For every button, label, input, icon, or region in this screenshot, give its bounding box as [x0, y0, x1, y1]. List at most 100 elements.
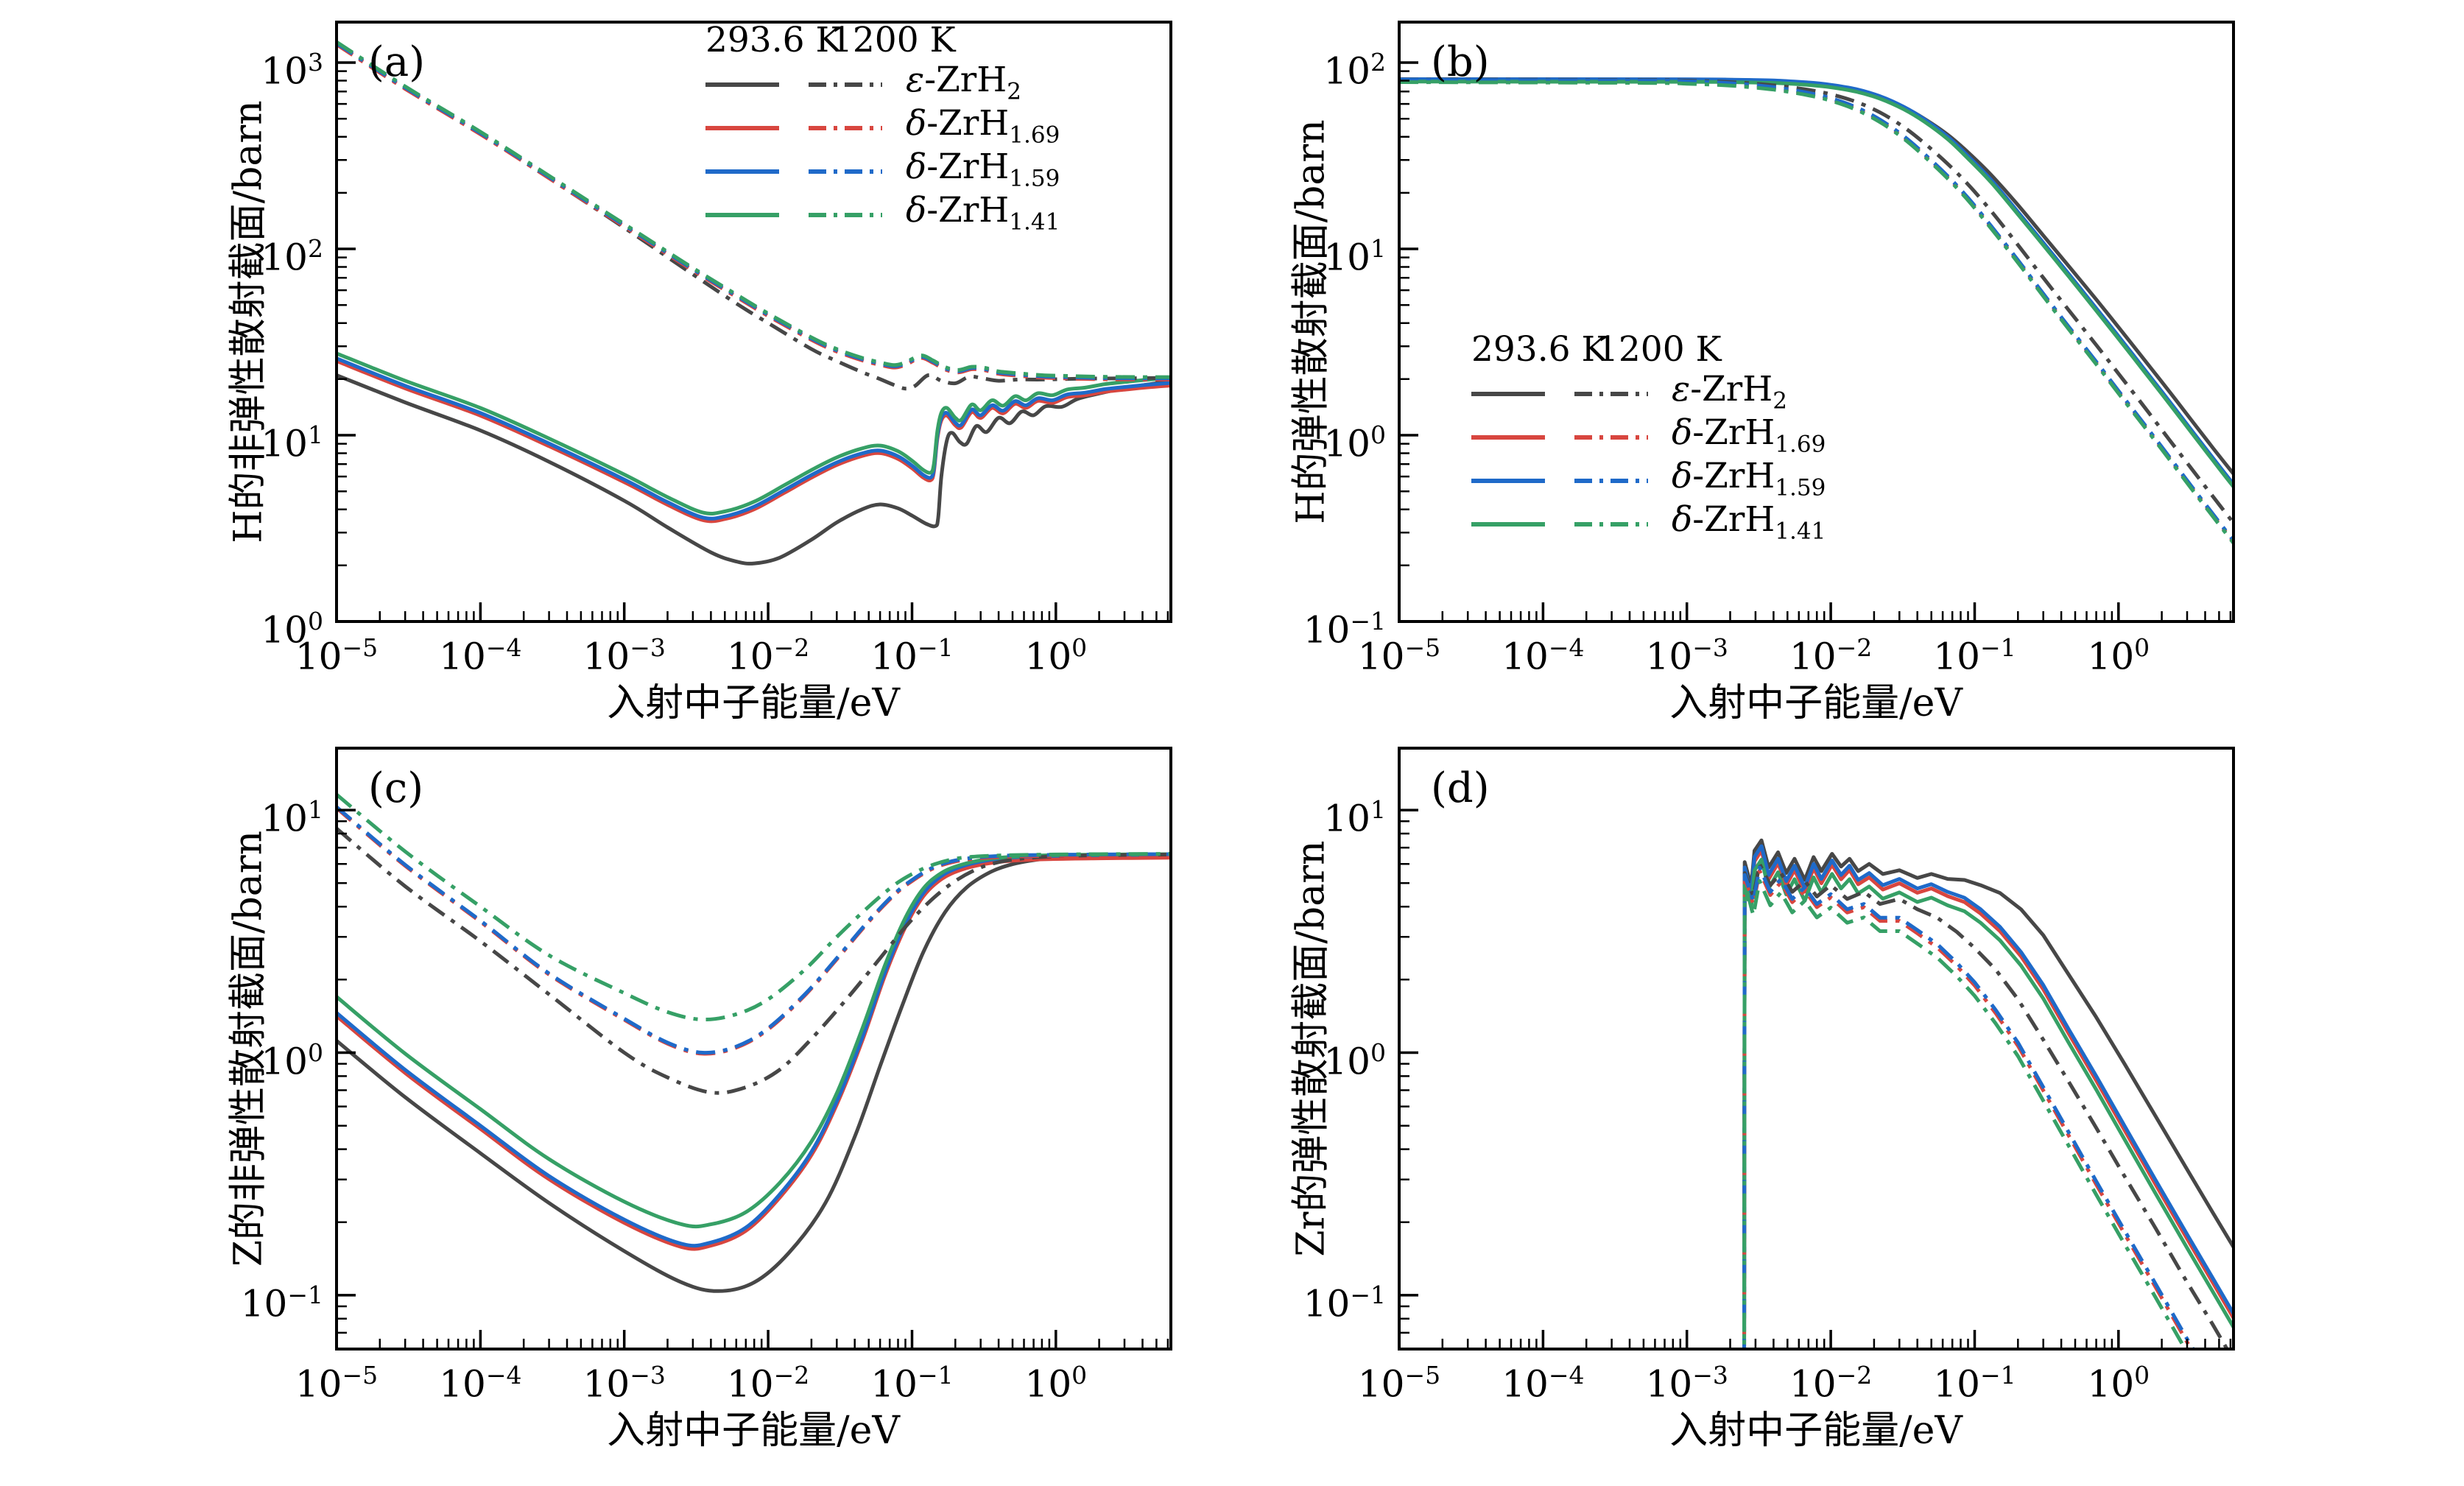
series-line-a-red-solid	[337, 359, 1171, 524]
legend-temp-label: 1200 K	[831, 19, 956, 60]
x-tick-label-d: 10−4	[1502, 1361, 1585, 1406]
x-tick-label-d: 10−1	[1933, 1361, 2016, 1406]
legend-entry: ε-ZrH2	[705, 59, 1060, 105]
legend-line-sample-dashdot	[809, 78, 882, 87]
legend-temp-label: 293.6 K	[705, 19, 842, 60]
panel-a-major-ticks	[335, 61, 1057, 623]
legend-line-sample-dashdot	[809, 122, 882, 130]
panel-c-frame	[335, 747, 1172, 1351]
x-tick-label-c: 10−3	[582, 1361, 666, 1406]
x-tick-label-a: 10−5	[295, 633, 379, 678]
x-tick-label-a: 10−1	[870, 633, 954, 678]
legend-entry: δ-ZrH1.69	[705, 102, 1060, 149]
series-line-a-black-solid	[337, 373, 1171, 566]
y-tick-label-c: 10−1	[240, 1280, 323, 1325]
x-tick-label-c: 10−1	[870, 1361, 954, 1406]
legend-line-sample-solid	[1471, 431, 1545, 440]
panel-b-major-ticks	[1398, 61, 2120, 623]
y-tick-label-c: 100	[261, 1038, 323, 1083]
legend-line-sample-dashdot	[809, 165, 882, 174]
x-tick-label-c: 100	[1024, 1361, 1088, 1406]
panel-d-major-ticks	[1398, 809, 2120, 1349]
panel-c-tag: (c)	[368, 764, 424, 812]
legend-line-sample-dashdot	[1574, 474, 1648, 483]
series-line-d-blue-dashdot	[1742, 865, 2195, 1349]
legend-entry: δ-ZrH1.59	[1471, 455, 1826, 501]
series-line-c-blue-dashdot	[337, 805, 1171, 1055]
x-tick-label-b: 10−3	[1645, 633, 1728, 678]
y-tick-label-b: 102	[1323, 48, 1386, 93]
y-tick-label-d: 100	[1323, 1038, 1386, 1083]
series-line-d-blue-solid	[1742, 844, 2234, 1349]
x-tick-label-c: 10−4	[439, 1361, 522, 1406]
legend-entry-label: δ-ZrH1.69	[906, 102, 1060, 149]
x-tick-label-a: 10−4	[439, 633, 522, 678]
y-tick-label-d: 10−1	[1303, 1280, 1386, 1325]
series-line-a-blue-solid	[337, 356, 1171, 521]
series-line-d-red-dashdot	[1742, 868, 2194, 1349]
x-tick-label-a: 10−3	[582, 633, 666, 678]
legend-line-sample-solid	[1471, 387, 1545, 396]
panel-d-tag: (d)	[1431, 764, 1490, 812]
legend-entry-label: ε-ZrH2	[1672, 368, 1787, 415]
panel-a-minor-ticks	[337, 70, 1169, 621]
x-tick-label-b: 10−4	[1502, 633, 1585, 678]
series-line-c-black-solid	[337, 852, 1171, 1293]
panel-b-tag: (b)	[1431, 38, 1490, 86]
series-line-c-red-solid	[337, 856, 1171, 1251]
series-line-a-green-dashdot	[337, 40, 1171, 379]
x-tick-label-b: 10−5	[1357, 633, 1441, 678]
y-tick-label-a: 102	[261, 234, 323, 279]
series-line-c-blue-solid	[337, 852, 1171, 1248]
legend-line-sample-solid	[705, 78, 779, 87]
panel-c-minor-ticks	[337, 820, 1169, 1351]
panel-d-xlabel: 入射中子能量/eV	[1669, 1409, 1963, 1453]
series-line-c-red-dashdot	[337, 806, 1171, 1056]
x-tick-label-a: 10−2	[726, 633, 810, 678]
panel-d-frame	[1398, 747, 2235, 1351]
series-line-d-red-solid	[1742, 848, 2234, 1349]
y-tick-label-a: 100	[261, 607, 323, 652]
legend-temp-label: 1200 K	[1597, 328, 1722, 370]
y-tick-label-b: 101	[1323, 234, 1386, 279]
legend-temp-label: 293.6 K	[1471, 328, 1608, 370]
y-tick-label-b: 10−1	[1303, 607, 1386, 652]
panel-a-xlabel: 入射中子能量/eV	[607, 681, 900, 725]
legend-line-sample-dashdot	[1574, 387, 1648, 396]
x-tick-label-d: 10−5	[1357, 1361, 1441, 1406]
series-line-c-green-dashdot	[337, 792, 1171, 1022]
series-line-d-black-dashdot	[1742, 862, 2230, 1349]
legend-entry: δ-ZrH1.69	[1471, 412, 1826, 457]
panel-d-minor-ticks	[1399, 820, 2232, 1351]
x-tick-label-b: 10−2	[1789, 633, 1873, 678]
panel-c-xlabel: 入射中子能量/eV	[607, 1409, 900, 1453]
legend-line-sample-dashdot	[809, 208, 882, 217]
series-line-c-black-dashdot	[337, 827, 1171, 1095]
legend-entry-label: δ-ZrH1.41	[1672, 499, 1826, 545]
legend-line-sample-solid	[705, 122, 779, 130]
legend-entry: δ-ZrH1.59	[705, 147, 1060, 191]
legend-entry-label: δ-ZrH1.41	[906, 189, 1060, 236]
panel-a-tag: (a)	[368, 38, 426, 86]
series-line-d-black-solid	[1742, 838, 2234, 1349]
y-tick-label-a: 101	[261, 420, 323, 465]
x-tick-label-d: 100	[2087, 1361, 2150, 1406]
legend-line-sample-solid	[705, 208, 779, 217]
series-line-b-green-dashdot	[1399, 80, 2234, 544]
y-tick-label-d: 101	[1323, 795, 1386, 840]
x-tick-label-b: 10−1	[1933, 633, 2016, 678]
panel-b-xlabel: 入射中子能量/eV	[1669, 681, 1963, 725]
x-tick-label-b: 100	[2087, 633, 2150, 678]
y-tick-label-a: 103	[261, 48, 323, 93]
legend-entry-label: ε-ZrH2	[906, 59, 1021, 105]
y-tick-label-b: 100	[1323, 420, 1386, 465]
legend-line-sample-solid	[1471, 518, 1545, 527]
series-line-d-green-dashdot	[1742, 878, 2188, 1349]
legend-entry: ε-ZrH2	[1471, 368, 1826, 415]
panel-b-minor-ticks	[1399, 70, 2232, 621]
legend-entry-label: δ-ZrH1.59	[1672, 455, 1826, 501]
